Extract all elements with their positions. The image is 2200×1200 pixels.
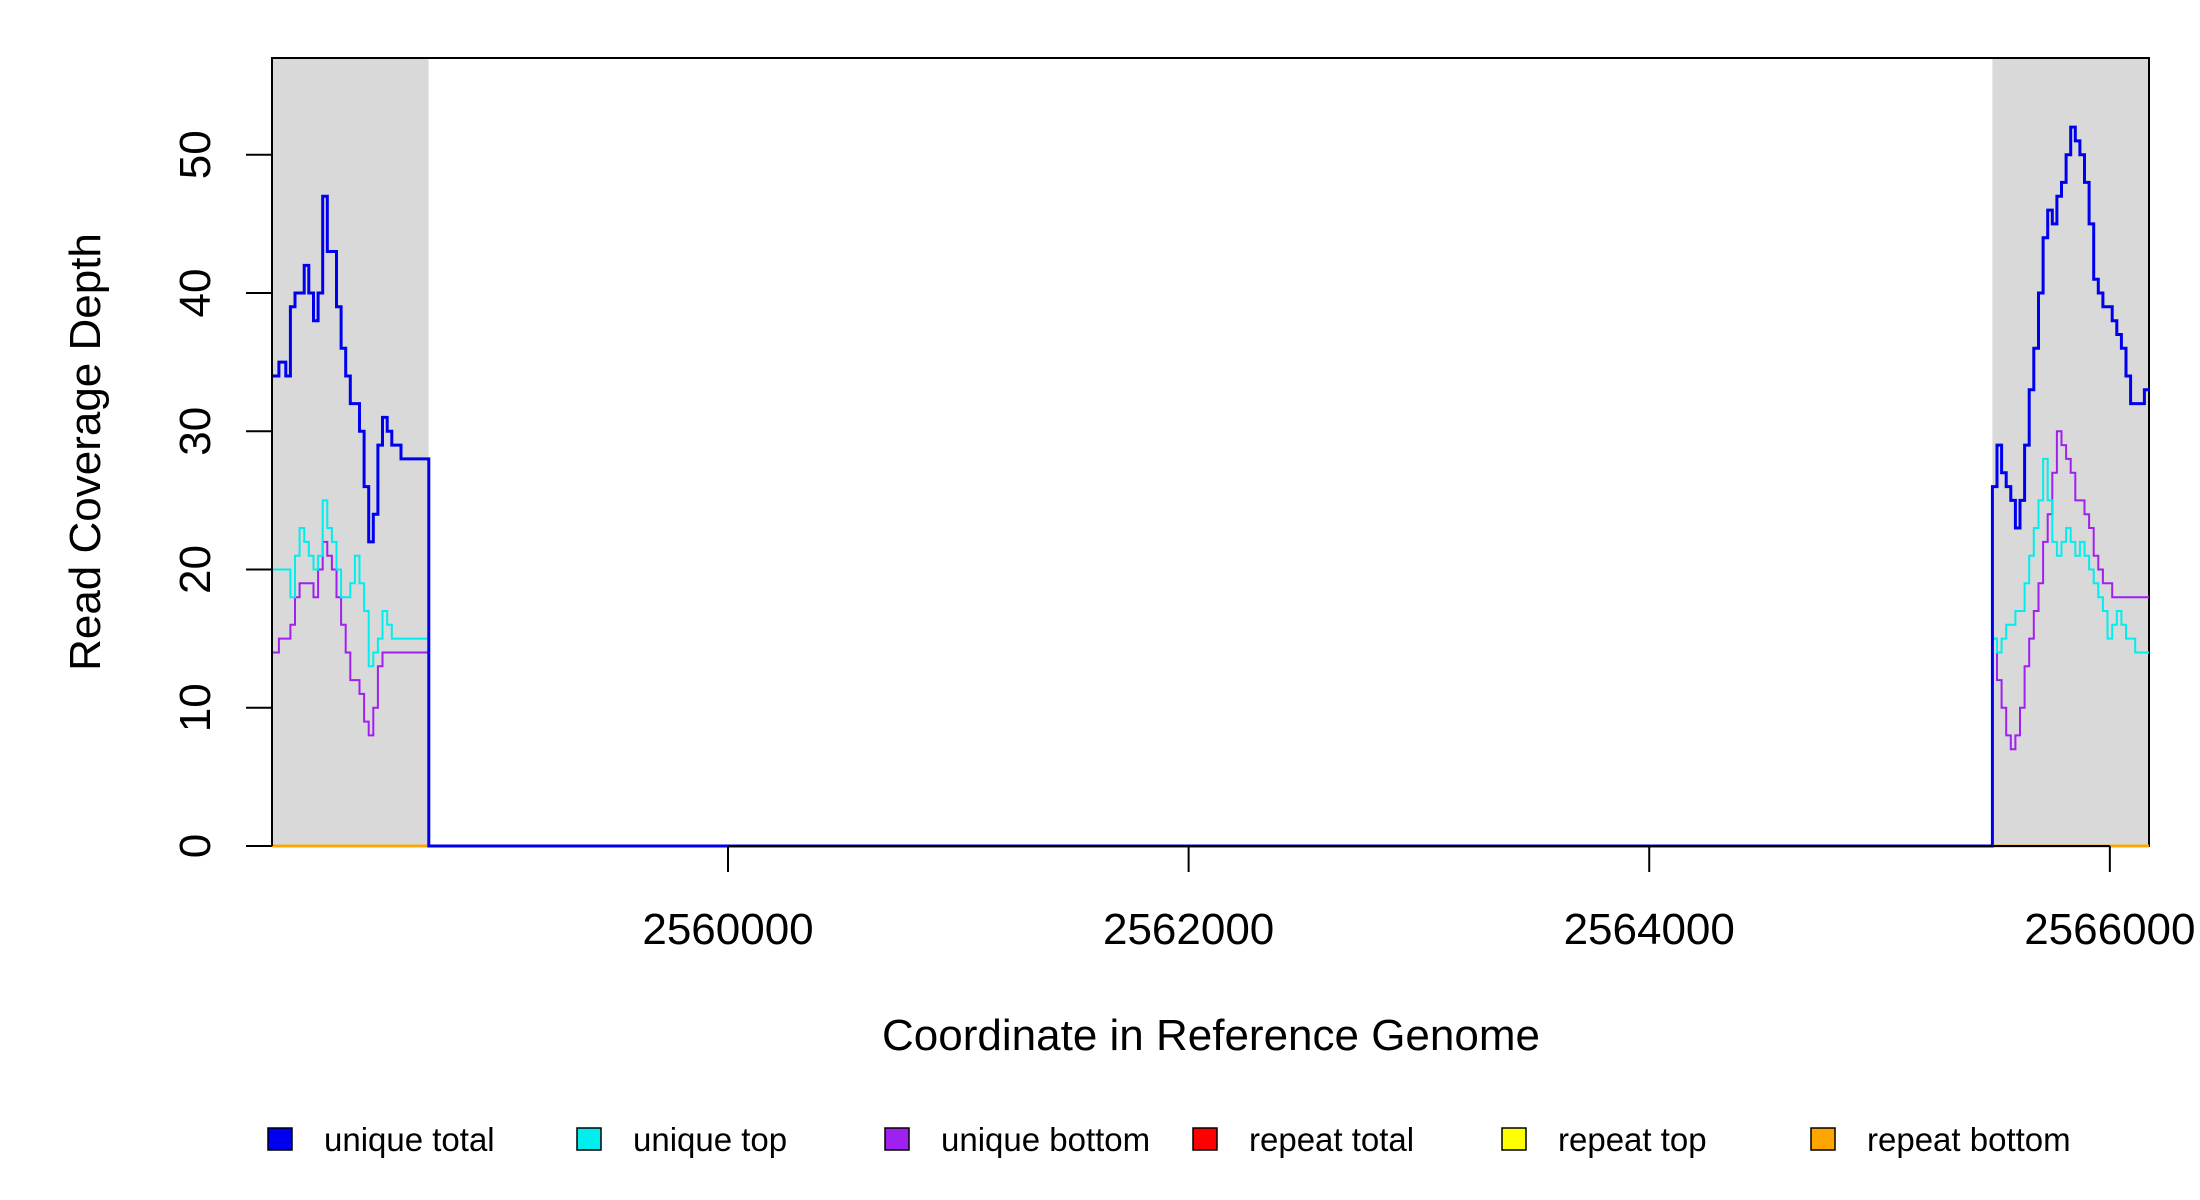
highlight-region-1 <box>272 58 429 846</box>
y-tick-label: 40 <box>171 269 220 318</box>
legend-swatch <box>576 1127 602 1151</box>
legend-swatch <box>884 1127 910 1151</box>
legend-label: unique total <box>324 1121 495 1158</box>
legend-swatch <box>1810 1127 1836 1151</box>
legend-label: unique top <box>633 1121 787 1158</box>
x-tick-label: 2562000 <box>1103 905 1274 954</box>
legend-label: repeat bottom <box>1867 1121 2071 1158</box>
legend-item-unique-bottom: unique bottom <box>884 1121 1150 1158</box>
y-tick-label: 20 <box>171 545 220 594</box>
y-axis: 0 10 20 30 40 50 <box>171 130 273 858</box>
highlight-region-2 <box>1992 58 2149 846</box>
series-line-unique-top <box>272 457 2149 847</box>
plot-frame <box>271 57 2150 847</box>
x-tick-label: 2560000 <box>642 905 813 954</box>
legend: unique total unique top unique bottom repea… <box>267 1121 2071 1158</box>
x-tick-label: 2564000 <box>1564 905 1735 954</box>
legend-label: repeat total <box>1249 1121 1414 1158</box>
series-line-unique-bottom <box>272 430 2149 847</box>
legend-swatch <box>1192 1127 1218 1151</box>
legend-item-repeat-bottom: repeat bottom <box>1810 1121 2071 1158</box>
y-axis-title: Read Coverage Depth <box>61 233 110 671</box>
y-tick-label: 50 <box>171 130 220 179</box>
legend-swatch <box>1501 1127 1527 1151</box>
legend-label: repeat top <box>1558 1121 1707 1158</box>
legend-swatch <box>267 1127 293 1151</box>
legend-item-repeat-total: repeat total <box>1192 1121 1414 1158</box>
highlight-regions <box>272 58 2149 846</box>
legend-item-unique-total: unique total <box>267 1121 495 1158</box>
x-tick-label: 2566000 <box>2024 905 2195 954</box>
y-tick-label: 30 <box>171 407 220 456</box>
x-axis-title: Coordinate in Reference Genome <box>882 1011 1540 1060</box>
x-axis: 2560000 2562000 2564000 2566000 <box>642 845 2195 954</box>
legend-label: unique bottom <box>941 1121 1150 1158</box>
y-tick-label: 10 <box>171 683 220 732</box>
y-tick-label: 0 <box>171 834 220 858</box>
legend-item-repeat-top: repeat top <box>1501 1121 1707 1158</box>
series-line-unique-total <box>272 125 2149 848</box>
legend-item-unique-top: unique top <box>576 1121 787 1158</box>
series-layer <box>272 125 2149 848</box>
